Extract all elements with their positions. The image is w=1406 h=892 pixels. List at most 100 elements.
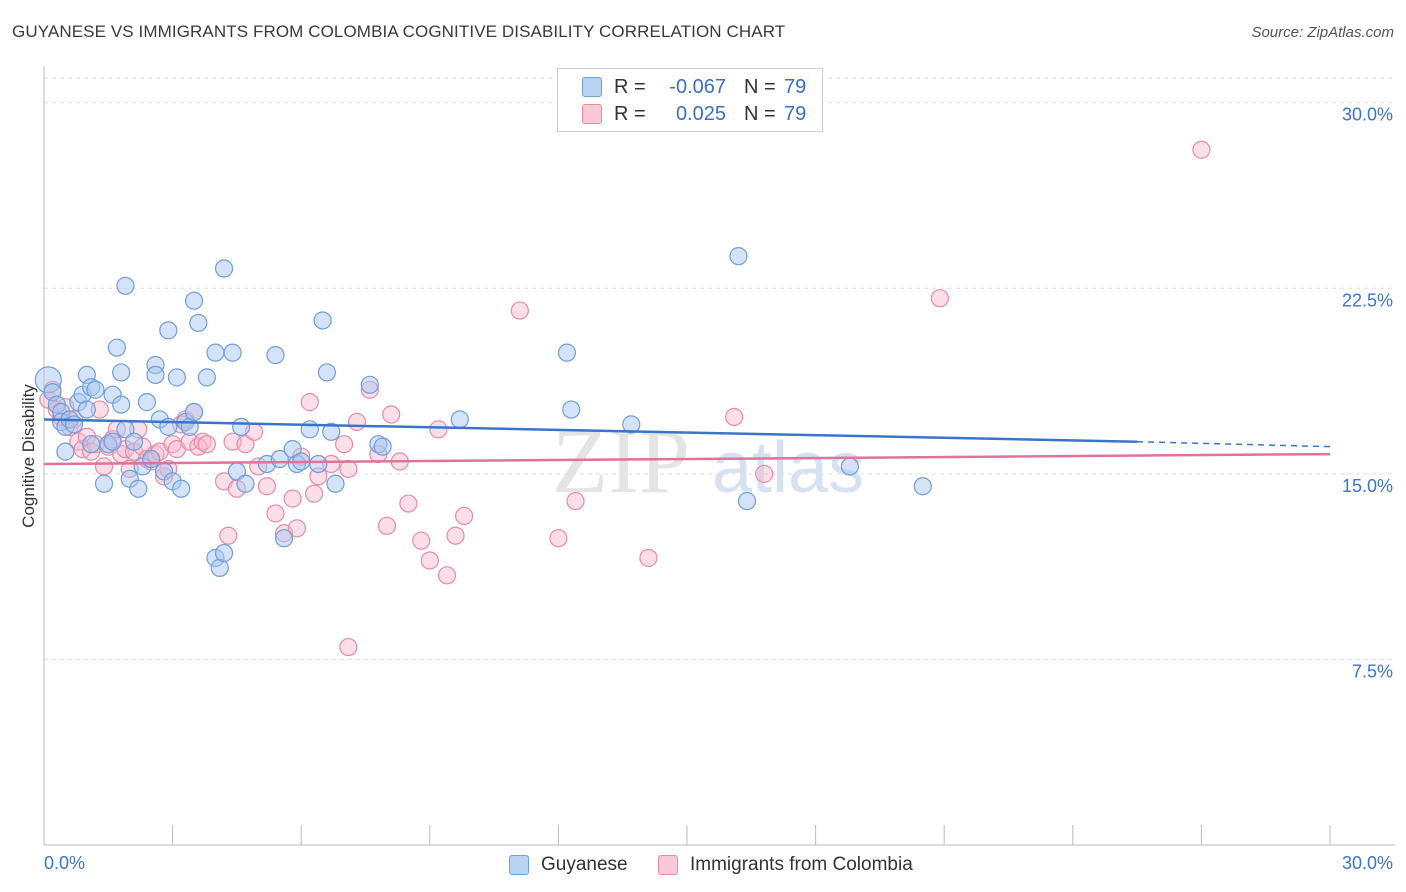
- guyanese-point: [236, 474, 255, 493]
- guyanese-swatch: [509, 855, 529, 875]
- guyanese-point: [223, 343, 242, 362]
- y-tick-label: 30.0%: [1342, 105, 1393, 125]
- guyanese-point: [562, 400, 581, 419]
- y-tick-label: 15.0%: [1342, 476, 1393, 496]
- guyanese-point: [184, 402, 204, 422]
- colombia-swatch: [582, 104, 602, 124]
- legend-label: Guyanese: [541, 854, 628, 875]
- guyanese-point: [197, 368, 216, 387]
- r-value: 0.025: [675, 102, 726, 125]
- colombia-point: [283, 489, 302, 508]
- n-value: 79: [784, 102, 807, 125]
- guyanese-point: [77, 400, 96, 419]
- guyanese-point: [112, 363, 131, 382]
- colombia-point: [304, 484, 324, 503]
- guyanese-point: [214, 259, 234, 278]
- colombia-trend-line: [43, 452, 1331, 466]
- source-label: Source: ZipAtlas.com: [1251, 24, 1394, 41]
- legend-label: Immigrants from Colombia: [690, 854, 913, 875]
- colombia-point: [930, 289, 950, 308]
- guyanese-point: [146, 365, 165, 385]
- guyanese-point: [913, 477, 932, 496]
- r-label: R =: [614, 102, 646, 125]
- guyanese-point: [266, 346, 285, 365]
- y-tick-label: 7.5%: [1352, 661, 1393, 681]
- colombia-point: [339, 637, 358, 657]
- colombia-point: [266, 504, 285, 523]
- guyanese-point: [82, 435, 101, 454]
- colombia-point: [1192, 140, 1211, 159]
- guyanese-point: [206, 343, 225, 362]
- bottom-legend-colombia: Immigrants from Colombia: [658, 852, 913, 878]
- n-label: N =: [744, 102, 776, 125]
- colombia-point: [347, 412, 367, 432]
- guyanese-point: [64, 415, 84, 434]
- guyanese-point: [159, 321, 178, 340]
- colombia-point: [639, 548, 658, 568]
- guyanese-point: [309, 454, 328, 474]
- n-label: N =: [744, 75, 776, 98]
- x-tick-label: 30.0%: [1342, 853, 1393, 873]
- colombia-point: [437, 566, 457, 585]
- guyanese-point: [313, 311, 332, 330]
- guyanese-point: [129, 479, 148, 498]
- guyanese-point: [142, 449, 161, 469]
- guyanese-point: [94, 474, 114, 493]
- guyanese-trend-line: [43, 418, 1138, 443]
- grid-lines: [44, 77, 1395, 660]
- colombia-point: [334, 435, 354, 454]
- colombia-point: [429, 420, 448, 439]
- legend-row-colombia: R = 0.025 N = 79: [582, 101, 806, 127]
- colombia-point: [549, 529, 568, 548]
- guyanese-point: [137, 393, 156, 412]
- correlation-legend: R = -0.067 N = 79 R = 0.025 N = 79: [557, 68, 823, 132]
- tick-labels: 7.5% 15.0% 22.5% 30.0% 0.0% 30.0%: [44, 105, 1393, 873]
- series-colombia-points: [39, 140, 1211, 657]
- guyanese-point: [184, 291, 204, 310]
- r-value: -0.067: [669, 75, 726, 98]
- series-guyanese-points: [34, 247, 932, 577]
- colombia-point: [510, 301, 529, 320]
- colombia-point: [377, 516, 397, 535]
- guyanese-point: [557, 343, 577, 362]
- colombia-point: [197, 435, 216, 454]
- watermark-atlas: atlas: [712, 428, 864, 508]
- guyanese-point: [189, 313, 208, 333]
- colombia-point: [219, 526, 238, 545]
- trend-lines: [43, 418, 1331, 466]
- guyanese-point: [86, 380, 105, 399]
- guyanese-point: [360, 375, 379, 394]
- guyanese-point: [737, 491, 757, 511]
- guyanese-point: [116, 276, 135, 295]
- colombia-point: [725, 407, 744, 427]
- guyanese-swatch: [582, 77, 602, 97]
- colombia-point: [454, 506, 474, 526]
- colombia-point: [257, 477, 277, 496]
- colombia-point: [420, 551, 439, 570]
- guyanese-trend-extension: [1137, 440, 1331, 448]
- guyanese-point: [214, 543, 234, 563]
- colombia-point: [94, 457, 114, 476]
- legend-row-guyanese: R = -0.067 N = 79: [582, 74, 806, 100]
- guyanese-point: [622, 415, 641, 434]
- guyanese-point: [840, 457, 859, 476]
- colombia-point: [399, 494, 418, 513]
- colombia-point: [382, 405, 401, 424]
- guyanese-point: [317, 363, 337, 382]
- y-tick-label: 22.5%: [1342, 290, 1393, 310]
- guyanese-point: [373, 437, 392, 456]
- colombia-point: [300, 393, 319, 412]
- guyanese-point: [729, 247, 748, 266]
- guyanese-point: [326, 474, 345, 493]
- guyanese-point: [56, 442, 75, 461]
- guyanese-point: [103, 432, 122, 451]
- guyanese-point: [450, 410, 469, 429]
- n-value: 79: [784, 75, 807, 98]
- axes: [43, 66, 1395, 846]
- guyanese-point: [107, 338, 126, 357]
- colombia-point: [566, 491, 585, 511]
- guyanese-point: [112, 395, 131, 414]
- guyanese-point: [124, 432, 144, 451]
- colombia-point: [236, 435, 255, 454]
